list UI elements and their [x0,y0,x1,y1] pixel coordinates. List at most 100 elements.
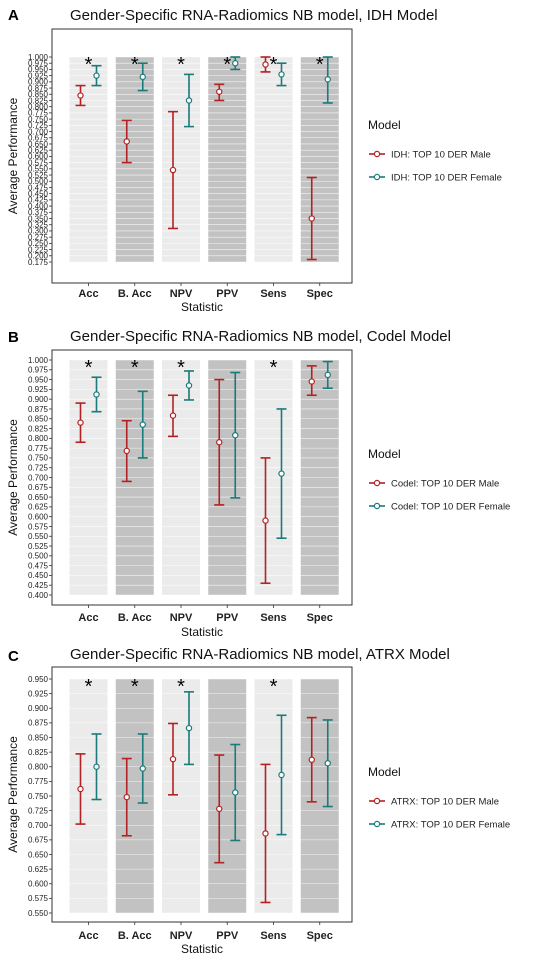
mean-point [77,785,84,793]
y-tick-label: 0.700 [28,473,49,482]
y-tick-label: 0.650 [28,850,49,859]
y-tick-label: 0.250 [28,239,49,248]
x-tick-label: Acc [78,612,98,624]
y-tick-label: 0.850 [28,90,49,99]
x-tick-label: Acc [78,288,98,300]
x-tick-label: NPV [170,930,193,942]
mean-point [232,789,239,796]
y-tick-label: 0.550 [28,532,49,541]
legend-title: Model [368,118,401,132]
mean-point [185,97,193,104]
y-tick-label: 0.900 [28,395,49,404]
x-tick-label: B. Acc [118,612,152,624]
y-tick-label: 0.825 [28,96,49,105]
y-tick-label: 0.600 [28,152,49,161]
y-tick-label: 0.575 [28,522,49,531]
significance-star: * [177,54,185,76]
legend-entry: ATRX: TOP 10 DER Female [391,820,510,831]
panel-b: B Gender-Specific RNA-Radiomics NB model,… [6,328,510,639]
y-tick-label: 0.625 [28,503,49,512]
y-tick-label: 0.750 [28,792,49,801]
legend-title: Model [368,447,401,461]
y-tick-label: 0.175 [28,258,49,267]
y-tick-label: 0.725 [28,121,49,130]
y-tick-label: 0.650 [28,140,49,149]
panel-letter: A [8,7,19,24]
legend-key-point [373,173,381,181]
y-tick-label: 0.750 [28,115,49,124]
x-tick-label: PPV [216,930,239,942]
x-tick-label: Sens [260,612,286,624]
y-tick-label: 0.675 [28,483,49,492]
y-tick-label: 0.950 [28,375,49,384]
mean-point [139,73,146,81]
y-tick-label: 0.300 [28,227,49,236]
mean-point [324,371,331,379]
mean-point [216,439,223,446]
significance-star: * [131,357,139,379]
legend-entry: Codel: TOP 10 DER Male [391,479,499,490]
mean-point [185,382,193,389]
panel-letter: C [8,648,19,665]
y-tick-label: 0.400 [28,202,49,211]
y-tick-label: 0.925 [28,71,49,80]
y-tick-label: 0.275 [28,233,49,242]
y-tick-label: 0.875 [28,719,49,728]
y-tick-label: 0.475 [28,183,49,192]
y-tick-label: 0.575 [28,158,49,167]
legend-key-point [373,502,381,510]
y-tick-label: 0.850 [28,415,49,424]
mean-point [169,755,177,763]
mean-point [262,517,269,524]
y-tick-label: 0.200 [28,252,49,261]
y-tick-label: 0.975 [28,59,49,68]
y-tick-label: 0.350 [28,214,49,223]
y-tick-label: 0.750 [28,454,49,463]
significance-star: * [270,676,278,698]
y-tick-label: 0.400 [28,591,49,600]
legend-entry: ATRX: TOP 10 DER Male [391,797,499,808]
y-tick-label: 0.500 [28,552,49,561]
x-tick-label: Spec [307,612,333,624]
y-tick-label: 0.850 [28,733,49,742]
y-tick-label: 0.800 [28,102,49,111]
mean-point [139,421,146,428]
mean-point [169,412,177,419]
mean-point [93,763,100,770]
mean-point [278,771,285,779]
y-axis-label: Average Performance [6,419,20,536]
mean-point [278,71,285,78]
y-tick-label: 1.000 [28,53,49,62]
significance-star: * [316,54,324,76]
chart-title: Gender-Specific RNA-Radiomics NB model, … [70,646,450,663]
mean-point [308,215,315,222]
x-tick-label: PPV [216,612,239,624]
y-tick-label: 0.825 [28,424,49,433]
y-tick-label: 0.600 [28,512,49,521]
significance-star: * [177,676,185,698]
y-tick-label: 0.700 [28,127,49,136]
panel-a: A Gender-Specific RNA-Radiomics NB model,… [6,7,502,314]
y-tick-label: 0.900 [28,78,49,87]
significance-star: * [131,54,139,76]
y-tick-label: 0.625 [28,146,49,155]
x-tick-label: Sens [260,930,286,942]
mean-point [232,432,239,439]
x-tick-label: NPV [170,612,193,624]
mean-point [232,60,239,67]
legend-key-point [373,479,381,487]
legend-key-point [373,820,381,828]
x-axis-label: Statistic [181,300,223,314]
y-tick-label: 0.525 [28,542,49,551]
significance-star: * [270,357,278,379]
y-tick-label: 0.925 [28,689,49,698]
significance-star: * [270,54,278,76]
y-tick-label: 0.575 [28,894,49,903]
y-axis-label: Average Performance [6,736,20,853]
x-tick-label: Spec [307,930,333,942]
mean-point [77,92,84,99]
category-band [69,57,108,262]
mean-point [123,793,130,801]
y-tick-label: 0.875 [28,405,49,414]
y-tick-label: 0.475 [28,561,49,570]
